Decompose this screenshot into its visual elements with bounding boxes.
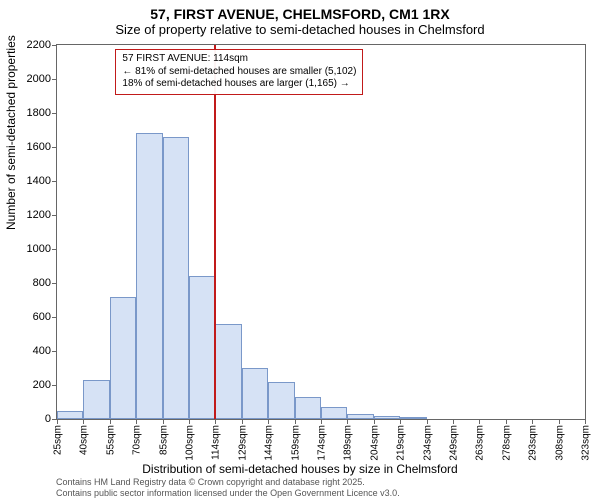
y-tick-mark [52, 385, 57, 386]
x-tick-mark [559, 419, 560, 424]
x-tick-label: 263sqm [473, 425, 486, 461]
x-axis-label: Distribution of semi-detached houses by … [0, 462, 600, 476]
x-tick-mark [57, 419, 58, 424]
y-tick-mark [52, 113, 57, 114]
x-tick-label: 308sqm [552, 425, 565, 461]
histogram-bar [163, 137, 189, 419]
y-tick-mark [52, 45, 57, 46]
reference-line [214, 45, 216, 419]
y-tick-mark [52, 283, 57, 284]
x-tick-mark [163, 419, 164, 424]
x-tick-label: 278sqm [499, 425, 512, 461]
histogram-bar [242, 368, 268, 419]
y-tick-mark [52, 215, 57, 216]
plot-area: 0200400600800100012001400160018002000220… [56, 44, 586, 420]
y-tick-mark [52, 317, 57, 318]
x-tick-label: 174sqm [315, 425, 328, 461]
x-tick-label: 85sqm [156, 425, 169, 455]
histogram-bar [268, 382, 294, 419]
x-tick-mark [347, 419, 348, 424]
x-tick-label: 159sqm [288, 425, 301, 461]
x-tick-mark [295, 419, 296, 424]
x-tick-label: 204sqm [367, 425, 380, 461]
annotation-line-1: ← 81% of semi-detached houses are smalle… [122, 66, 356, 79]
x-tick-mark [110, 419, 111, 424]
x-tick-label: 25sqm [51, 425, 64, 455]
chart-footer: Contains HM Land Registry data © Crown c… [56, 477, 400, 498]
x-tick-mark [374, 419, 375, 424]
histogram-bar [400, 417, 426, 419]
x-tick-label: 249sqm [447, 425, 460, 461]
x-tick-mark [83, 419, 84, 424]
y-tick-mark [52, 249, 57, 250]
x-tick-mark [479, 419, 480, 424]
y-tick-mark [52, 181, 57, 182]
x-tick-label: 293sqm [526, 425, 539, 461]
histogram-bar [57, 411, 83, 420]
annotation-box: 57 FIRST AVENUE: 114sqm← 81% of semi-det… [115, 49, 363, 95]
y-tick-mark [52, 147, 57, 148]
y-tick-mark [52, 351, 57, 352]
histogram-bars [57, 45, 585, 419]
x-tick-label: 55sqm [103, 425, 116, 455]
x-tick-label: 40sqm [77, 425, 90, 455]
x-tick-mark [427, 419, 428, 424]
histogram-bar [374, 416, 400, 419]
histogram-bar [321, 407, 347, 419]
x-tick-label: 144sqm [262, 425, 275, 461]
histogram-bar [189, 276, 215, 419]
x-tick-mark [136, 419, 137, 424]
x-tick-label: 189sqm [341, 425, 354, 461]
annotation-line-2: 18% of semi-detached houses are larger (… [122, 78, 356, 91]
x-tick-label: 219sqm [394, 425, 407, 461]
footer-line-1: Contains HM Land Registry data © Crown c… [56, 477, 400, 487]
x-tick-mark [453, 419, 454, 424]
x-tick-mark [215, 419, 216, 424]
y-tick-mark [52, 79, 57, 80]
histogram-bar [83, 380, 109, 419]
x-tick-mark [506, 419, 507, 424]
x-tick-label: 100sqm [183, 425, 196, 461]
histogram-bar [136, 133, 162, 419]
x-tick-mark [242, 419, 243, 424]
x-tick-label: 129sqm [235, 425, 248, 461]
y-axis-label: Number of semi-detached properties [4, 35, 18, 230]
x-tick-label: 70sqm [130, 425, 143, 455]
x-tick-label: 234sqm [420, 425, 433, 461]
histogram-bar [295, 397, 321, 419]
chart-subtitle: Size of property relative to semi-detach… [0, 22, 600, 37]
x-tick-mark [585, 419, 586, 424]
chart-container: 57, FIRST AVENUE, CHELMSFORD, CM1 1RX Si… [0, 0, 600, 500]
footer-line-2: Contains public sector information licen… [56, 488, 400, 498]
chart-title: 57, FIRST AVENUE, CHELMSFORD, CM1 1RX [0, 0, 600, 22]
x-tick-mark [189, 419, 190, 424]
x-tick-label: 323sqm [579, 425, 592, 461]
x-tick-mark [400, 419, 401, 424]
x-tick-mark [268, 419, 269, 424]
x-tick-mark [321, 419, 322, 424]
histogram-bar [347, 414, 373, 419]
histogram-bar [110, 297, 136, 419]
x-tick-label: 114sqm [209, 425, 222, 460]
x-tick-mark [532, 419, 533, 424]
histogram-bar [215, 324, 241, 419]
annotation-title: 57 FIRST AVENUE: 114sqm [122, 53, 356, 66]
